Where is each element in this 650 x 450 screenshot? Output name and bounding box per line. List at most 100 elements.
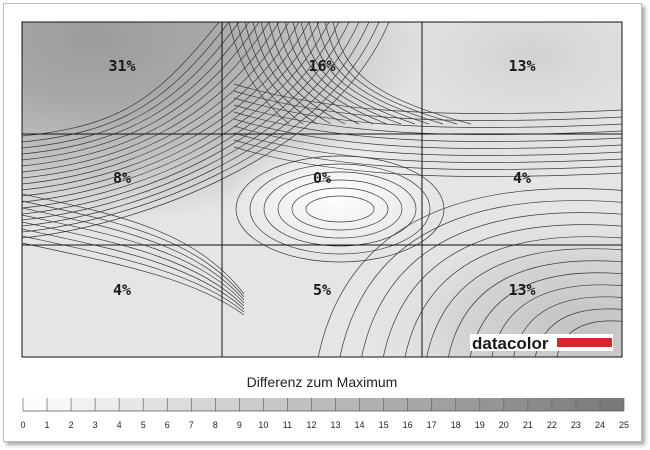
contour-line <box>317 188 622 357</box>
scale-box <box>239 398 264 411</box>
contour-line <box>233 97 622 128</box>
scale-tick-label: 2 <box>69 420 74 430</box>
scale-box <box>407 398 432 411</box>
contour-line <box>22 22 390 239</box>
scale-box <box>383 398 408 411</box>
contour-line <box>233 83 622 114</box>
scale-box <box>431 398 456 411</box>
scale-tick-label: 1 <box>45 420 50 430</box>
contour-line <box>305 195 375 223</box>
contour-line <box>244 22 318 125</box>
scale-tick-label: 3 <box>93 420 98 430</box>
scale-tick-label: 12 <box>306 420 316 430</box>
cell-label-r3c2: 5% <box>313 281 331 299</box>
contour-line <box>308 22 430 125</box>
contour-line <box>382 224 622 357</box>
contour-line <box>324 22 458 125</box>
contour-line <box>22 22 230 143</box>
scale-box <box>167 398 192 411</box>
contour-line <box>228 22 290 125</box>
contour-line <box>277 179 403 239</box>
cell-label-r1c1: 31% <box>108 57 135 75</box>
contour-line <box>22 22 280 173</box>
scale-tick-label: 6 <box>165 420 170 430</box>
contour-line <box>263 171 417 247</box>
contour-line <box>332 22 472 125</box>
contour-line <box>300 22 416 125</box>
scale-box <box>215 398 240 411</box>
scale-box <box>503 398 528 411</box>
scale-box <box>143 398 168 411</box>
color-scale: Differenz zum Maximum 0 1 2 3 4 5 6 7 8 9 10 11 12 13… <box>20 374 629 430</box>
contour-line <box>252 22 332 125</box>
scale-title: Differenz zum Maximum <box>247 374 398 390</box>
contour-line <box>268 22 360 125</box>
scale-tick-label: 16 <box>403 420 413 430</box>
contour-line <box>22 22 320 197</box>
scale-tick-label: 9 <box>237 420 242 430</box>
contour-line <box>22 22 300 185</box>
scale-box <box>23 398 48 411</box>
cell-label-r2c1: 8% <box>113 169 131 187</box>
contour-line <box>233 125 622 156</box>
contour-line <box>22 228 245 310</box>
scale-box <box>311 398 336 411</box>
scale-box <box>551 398 576 411</box>
scale-tick-label: 13 <box>331 420 341 430</box>
cell-label-r2c3: 4% <box>513 169 531 187</box>
scale-box <box>191 398 216 411</box>
contour-line <box>235 155 445 263</box>
cell-label-r3c3: 13% <box>508 281 535 299</box>
scale-tick-label: 14 <box>355 420 365 430</box>
contour-line <box>22 242 245 316</box>
contour-line <box>339 200 622 357</box>
contour-line <box>291 187 389 231</box>
contour-line <box>22 235 245 313</box>
contour-line <box>22 22 240 149</box>
contour-line <box>404 236 622 357</box>
contour-line <box>448 260 622 357</box>
contour-line <box>22 22 250 155</box>
scale-box <box>47 398 72 411</box>
scale-numbers: 0 1 2 3 4 5 6 7 8 9 10 11 12 13 14 15 16 17 18 19 20 21 22 23 24… <box>20 420 629 430</box>
scale-tick-label: 24 <box>595 420 605 430</box>
contour-line <box>22 193 245 295</box>
contour-line <box>361 212 622 357</box>
cell-labels: 31% 16% 13% 8% 0% 4% 4% 5% 13% <box>108 57 535 299</box>
scale-box <box>119 398 144 411</box>
scale-box <box>287 398 312 411</box>
scale-box <box>599 398 624 411</box>
contour-line <box>249 163 431 255</box>
scale-tick-label: 17 <box>427 420 437 430</box>
contour-line <box>426 248 622 357</box>
contour-line <box>22 22 330 203</box>
contour-line <box>22 22 370 227</box>
scale-box <box>71 398 96 411</box>
grid-lines <box>21 21 623 358</box>
contour-line <box>22 22 270 167</box>
contour-line <box>22 22 310 191</box>
contour-line <box>292 22 402 125</box>
scale-boxes <box>23 398 624 411</box>
scale-box <box>335 398 360 411</box>
contour-line <box>22 207 245 301</box>
contour-line <box>233 139 622 170</box>
scale-tick-label: 4 <box>117 420 122 430</box>
datacolor-logo: datacolor <box>470 334 613 353</box>
scale-tick-label: 10 <box>258 420 268 430</box>
scale-ticks <box>22 398 625 411</box>
scale-box <box>479 398 504 411</box>
scale-box <box>527 398 552 411</box>
scale-tick-label: 20 <box>499 420 509 430</box>
scale-tick-label: 0 <box>20 420 25 430</box>
contour-line <box>276 22 374 125</box>
scale-tick-label: 25 <box>619 420 629 430</box>
contour-line <box>260 22 346 125</box>
scale-box <box>575 398 600 411</box>
scale-tick-label: 21 <box>523 420 533 430</box>
scale-tick-label: 23 <box>571 420 581 430</box>
contour-line <box>22 214 245 304</box>
contour-line <box>22 22 220 137</box>
scale-box <box>359 398 384 411</box>
heatmap-area <box>22 22 622 357</box>
